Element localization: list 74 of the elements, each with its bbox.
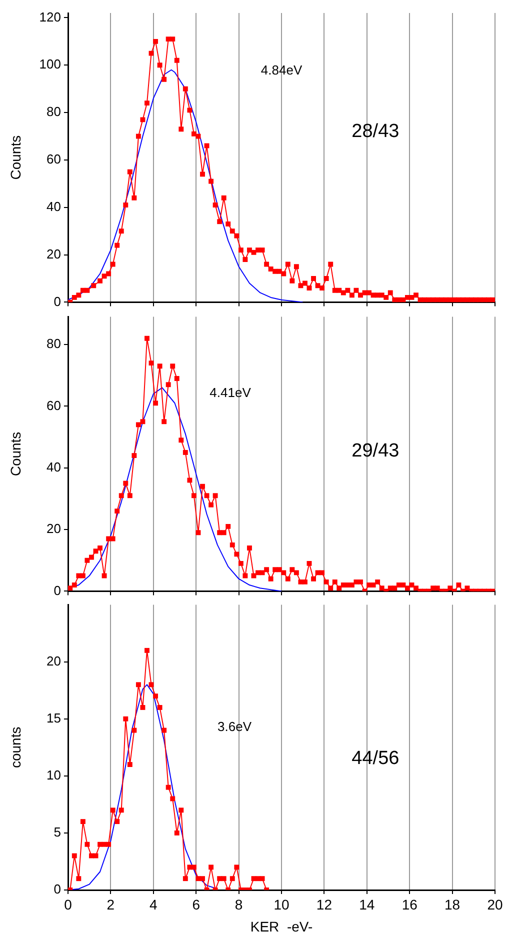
point (144, 648, 150, 653)
point (72, 853, 77, 858)
y-axis-title: Counts (7, 432, 24, 476)
point (89, 853, 94, 858)
point (140, 704, 146, 710)
x-tick-label: 8 (234, 896, 243, 912)
x-tick-label: 10 (274, 896, 290, 912)
point (208, 864, 214, 870)
x-tick-label: 6 (192, 896, 200, 912)
y-tick-label: 60 (46, 152, 61, 167)
point (98, 842, 102, 847)
y-tick-label: 0 (54, 882, 61, 897)
x-tick-label: 2 (106, 896, 115, 912)
x-axis-title: KER -eV- (250, 918, 313, 934)
point (136, 682, 141, 688)
x-tick-label: 20 (487, 896, 503, 912)
y-tick-label: 40 (46, 198, 61, 214)
x-tick-label: 12 (316, 896, 332, 912)
point (256, 876, 260, 882)
point (162, 728, 167, 733)
x-tick-label: 0 (64, 896, 72, 912)
point (157, 704, 162, 710)
annotation: 4.41eV (210, 385, 252, 400)
y-tick-label: 20 (46, 521, 61, 536)
y-tick-label: 80 (46, 104, 61, 120)
point (118, 808, 124, 813)
y-tick-label: 0 (54, 294, 61, 309)
x-tick-label: 18 (444, 896, 460, 912)
point (191, 864, 196, 870)
y-tick-label: 15 (46, 710, 61, 726)
point (84, 842, 90, 847)
point (182, 876, 188, 882)
point (153, 694, 158, 699)
point (127, 762, 132, 767)
point (170, 796, 176, 802)
x-tick-label: 16 (402, 896, 418, 912)
point (123, 716, 128, 722)
y-tick-label: 60 (46, 398, 61, 413)
point (174, 830, 180, 836)
point (187, 864, 192, 870)
point (166, 784, 171, 790)
annotation: 44/56 (352, 748, 400, 770)
point (80, 819, 86, 824)
y-axis-title: Counts (7, 135, 24, 180)
point (76, 876, 82, 882)
point (110, 808, 116, 813)
point (178, 808, 184, 813)
point (217, 876, 222, 882)
y-tick-label: 20 (46, 246, 61, 262)
point (221, 876, 226, 882)
y-tick-label: 40 (46, 459, 61, 474)
x-tick-label: 14 (359, 896, 375, 912)
y-tick-label: 20 (46, 653, 61, 668)
x-tick-label: 4 (150, 896, 158, 912)
y-tick-label: 0 (54, 582, 61, 598)
point (200, 876, 205, 882)
point (148, 682, 154, 688)
annotation: 4.84eV (260, 62, 302, 78)
annotation: 29/43 (352, 440, 400, 462)
y-axis-title: counts (7, 726, 24, 768)
annotation: 28/43 (352, 120, 400, 142)
y-tick-label: 120 (39, 9, 61, 24)
y-tick-label: 80 (46, 336, 61, 352)
point (106, 842, 112, 847)
point (260, 876, 265, 882)
annotation: 3.6eV (218, 719, 252, 734)
point (114, 819, 120, 824)
y-tick-label: 5 (54, 824, 61, 840)
point (93, 853, 98, 858)
point (132, 728, 137, 733)
point (230, 876, 235, 882)
y-tick-label: 10 (46, 768, 61, 782)
point (234, 864, 240, 870)
y-tick-label: 100 (39, 56, 61, 72)
